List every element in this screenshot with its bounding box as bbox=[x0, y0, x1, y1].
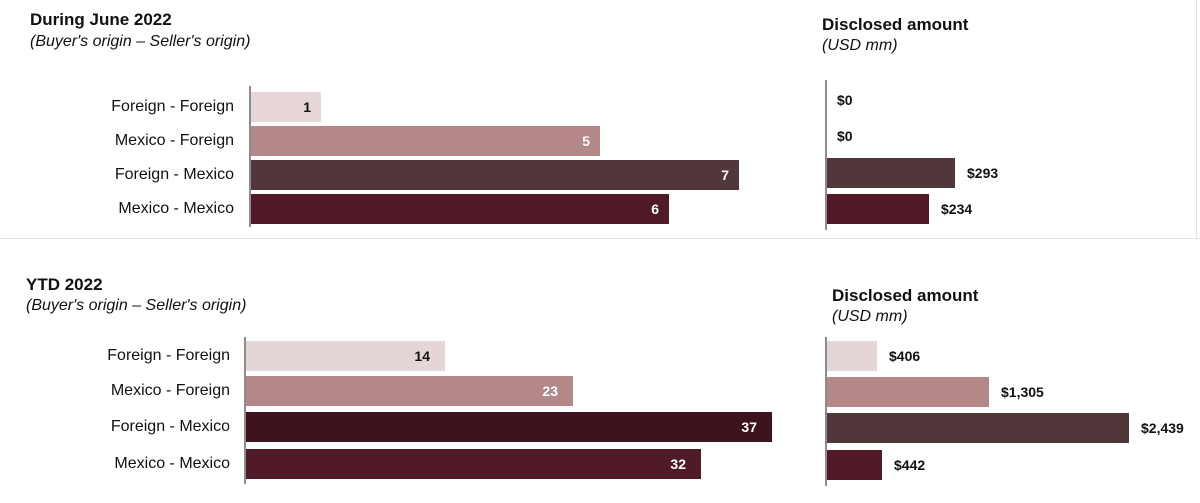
june-amount-value-label-foreign-mexico: $293 bbox=[967, 165, 999, 181]
june-count-value-label-foreign-foreign: 1 bbox=[303, 99, 311, 115]
ytd-amount-value-label-mexico-foreign: $1,305 bbox=[1001, 384, 1044, 400]
june-count-value-label-mexico-mexico: 6 bbox=[651, 201, 659, 217]
ytd-amount-value-label-foreign-foreign: $406 bbox=[889, 348, 921, 364]
june-amount-value-label-foreign-foreign: $0 bbox=[837, 92, 853, 108]
june-count-bar-foreign-mexico bbox=[251, 160, 739, 190]
ytd-amount-value-label-foreign-mexico: $2,439 bbox=[1141, 420, 1184, 436]
ytd-count-axis bbox=[244, 337, 246, 484]
ytd-count-bar-foreign-mexico bbox=[246, 412, 772, 442]
ytd-amount-bar-foreign-mexico bbox=[827, 413, 1129, 443]
right-border-line bbox=[1196, 0, 1197, 238]
june-amount-value-label-mexico-foreign: $0 bbox=[837, 128, 853, 144]
ytd-count-category-label-mexico-foreign: Mexico - Foreign bbox=[110, 382, 230, 399]
june-count-category-label-foreign-mexico: Foreign - Mexico bbox=[114, 166, 234, 183]
ytd-count-bar-mexico-foreign bbox=[246, 376, 573, 406]
ytd-amount-subtitle: (USD mm) bbox=[832, 308, 908, 325]
june-amount-title: Disclosed amount bbox=[822, 15, 969, 34]
ytd-amount-axis bbox=[825, 337, 827, 486]
june-count-category-label-mexico-mexico: Mexico - Mexico bbox=[118, 200, 234, 217]
ytd-count-value-label-foreign-mexico: 37 bbox=[741, 419, 757, 435]
ytd-count-category-label-foreign-mexico: Foreign - Mexico bbox=[110, 418, 230, 435]
ytd-amount-value-label-mexico-mexico: $442 bbox=[894, 457, 926, 473]
section-divider bbox=[0, 238, 1200, 239]
june-amount-axis bbox=[825, 80, 827, 230]
ytd-amount-bar-mexico-foreign bbox=[827, 377, 989, 407]
ytd-title: YTD 2022 bbox=[26, 275, 103, 294]
june-count-value-label-foreign-mexico: 7 bbox=[721, 167, 729, 183]
ytd-count-value-label-foreign-foreign: 14 bbox=[414, 348, 430, 364]
june-amount-bar-mexico-mexico bbox=[827, 194, 929, 224]
june-subtitle: (Buyer's origin – Seller's origin) bbox=[30, 33, 251, 50]
ytd-count-category-label-foreign-foreign: Foreign - Foreign bbox=[107, 347, 230, 364]
june-count-bar-mexico-mexico bbox=[251, 194, 669, 224]
ytd-amount-bar-foreign-foreign bbox=[827, 341, 877, 371]
june-count-axis bbox=[249, 86, 251, 227]
june-amount-value-label-mexico-mexico: $234 bbox=[941, 201, 973, 217]
ytd-count-value-label-mexico-mexico: 32 bbox=[670, 456, 686, 472]
june-count-category-label-mexico-foreign: Mexico - Foreign bbox=[114, 132, 234, 149]
ytd-count-bar-mexico-mexico bbox=[246, 449, 701, 479]
june-count-bar-mexico-foreign bbox=[251, 126, 600, 156]
ytd-amount-bar-mexico-mexico bbox=[827, 450, 882, 480]
june-count-value-label-mexico-foreign: 5 bbox=[582, 133, 590, 149]
ytd-count-value-label-mexico-foreign: 23 bbox=[542, 383, 558, 399]
june-count-category-label-foreign-foreign: Foreign - Foreign bbox=[111, 98, 234, 115]
june-title: During June 2022 bbox=[30, 10, 172, 29]
ytd-count-category-label-mexico-mexico: Mexico - Mexico bbox=[114, 455, 230, 472]
june-amount-bar-foreign-mexico bbox=[827, 158, 955, 188]
june-count-bar-foreign-foreign bbox=[251, 92, 321, 122]
ytd-subtitle: (Buyer's origin – Seller's origin) bbox=[26, 297, 247, 314]
ytd-amount-title: Disclosed amount bbox=[832, 286, 979, 305]
june-amount-subtitle: (USD mm) bbox=[822, 37, 898, 54]
ytd-count-bar-foreign-foreign bbox=[246, 341, 445, 371]
